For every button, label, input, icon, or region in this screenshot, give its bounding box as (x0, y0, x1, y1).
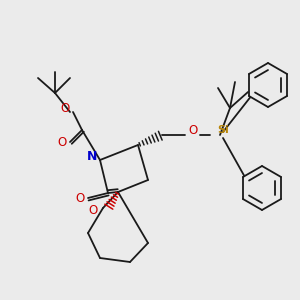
Text: O: O (188, 124, 198, 136)
Text: O: O (75, 191, 85, 205)
Text: O: O (60, 101, 70, 115)
Text: N: N (87, 151, 97, 164)
Text: O: O (88, 205, 98, 218)
Text: O: O (57, 136, 67, 148)
Text: Si: Si (217, 125, 229, 135)
